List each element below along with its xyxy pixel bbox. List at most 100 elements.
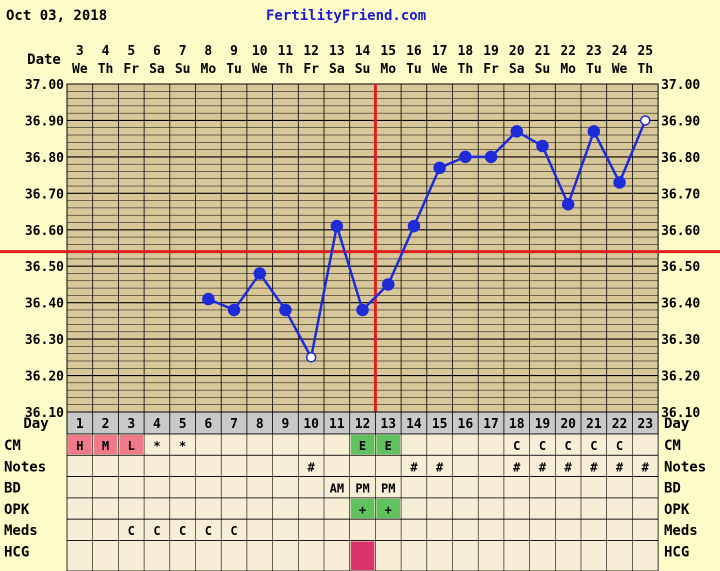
date-label: 20 [509,44,525,59]
cell-highlight [376,498,401,519]
date-label: 11 [278,44,294,59]
y-tick-label-right: 36.10 [661,406,700,421]
y-tick-label-right: 36.70 [661,187,700,202]
weekday-label: Th [278,62,294,77]
cell-highlight [376,435,401,455]
row-label-left-hcg: HCG [4,545,29,561]
cell-cm: C [616,439,623,453]
temperature-point [561,198,575,211]
date-label: 19 [483,44,499,59]
row-label-left-meds: Meds [4,523,38,539]
date-label: 13 [329,44,345,59]
date-label: 18 [458,44,474,59]
date-label: 3 [76,44,84,59]
cell-meds: C [153,524,160,538]
temperature-point [433,161,446,175]
date-label: 7 [179,44,187,59]
weekday-label: We [252,62,268,77]
weekday-label: We [432,62,448,77]
cell-opk: + [385,503,392,517]
cell-meds: C [230,524,237,538]
date-label: 22 [560,44,576,59]
date-label: 4 [102,44,110,59]
temperature-line [207,119,647,361]
y-tick-label-left: 36.80 [25,151,64,166]
day-number: 16 [458,417,474,432]
cell-notes: # [616,460,624,474]
date-label: 23 [586,44,602,59]
day-row-label-right: Day [664,416,690,432]
temperature-point [253,267,266,280]
day-row-label-left: Day [23,416,49,432]
temperature-point [407,219,421,233]
date-label: 25 [637,44,653,59]
y-tick-label-left: 37.00 [25,78,64,93]
y-tick-label-left: 36.20 [25,370,64,385]
date-row-label: Date [27,52,61,68]
cell-highlight [350,541,375,570]
weekday-label: Mo [560,62,576,77]
y-tick-label-left: 36.70 [25,187,64,202]
day-number: 17 [483,417,499,432]
cell-cm: M [102,439,109,453]
temperature-point [484,150,498,164]
y-tick-label-right: 36.30 [661,333,700,348]
cell-opk: + [359,503,366,517]
cell-highlight [119,435,144,455]
day-number: 15 [432,417,448,432]
weekday-label: Sa [329,62,345,77]
y-tick-label-right: 36.60 [661,224,700,239]
temperature-point [227,303,241,317]
cell-highlight [68,435,92,455]
cell-notes: # [590,460,598,474]
temperature-point [613,176,626,189]
row-label-right-notes: Notes [664,459,706,475]
y-tick-label-left: 36.90 [25,114,64,129]
weekday-label: Fr [483,62,499,77]
y-tick-label-right: 36.90 [661,114,700,129]
cell-notes: # [513,460,521,474]
date-label: 12 [303,44,319,59]
day-number: 21 [586,417,602,432]
y-tick-label-left: 36.50 [25,260,64,275]
weekday-label: Mo [380,62,396,77]
cell-bd: AM [330,482,344,496]
row-label-left-opk: OPK [4,502,30,518]
weekday-label: Mo [201,62,217,77]
cell-meds: C [179,524,186,538]
cell-meds: C [128,524,135,538]
cell-highlight [93,435,118,455]
site-brand[interactable]: FertilityFriend.com [266,8,427,24]
cell-cm: H [76,439,83,453]
y-tick-label-right: 36.20 [661,370,700,385]
y-tick-label-left: 36.40 [25,297,64,312]
temperature-point [305,352,317,363]
cell-cm: C [513,439,520,453]
cell-bd: PM [381,482,395,496]
day-number: 6 [204,417,212,432]
y-tick-label-left: 36.30 [25,333,64,348]
temperature-point [330,219,344,233]
weekday-label: Th [637,62,653,77]
y-tick-label-left: 36.10 [25,406,64,421]
cell-cm: E [359,439,366,453]
cell-bd: PM [355,482,369,496]
y-tick-label-left: 36.60 [25,224,64,239]
temperature-point [279,303,292,317]
date-label: 24 [612,44,628,59]
temperature-point [587,125,601,138]
y-tick-label-right: 36.80 [661,151,700,166]
date-label: 8 [204,44,212,59]
temperature-point [640,115,651,126]
temperature-point [459,150,472,164]
weekday-label: Tu [406,62,422,77]
weekday-label: Fr [303,62,319,77]
day-number: 12 [355,417,371,432]
row-label-right-bd: BD [664,481,681,497]
weekday-label: Tu [226,62,242,77]
row-label-left-cm: CM [4,438,21,454]
cell-cm: E [385,439,392,453]
weekday-label: Sa [509,62,525,77]
temperature-point [382,278,395,291]
weekday-label: Su [355,62,371,77]
